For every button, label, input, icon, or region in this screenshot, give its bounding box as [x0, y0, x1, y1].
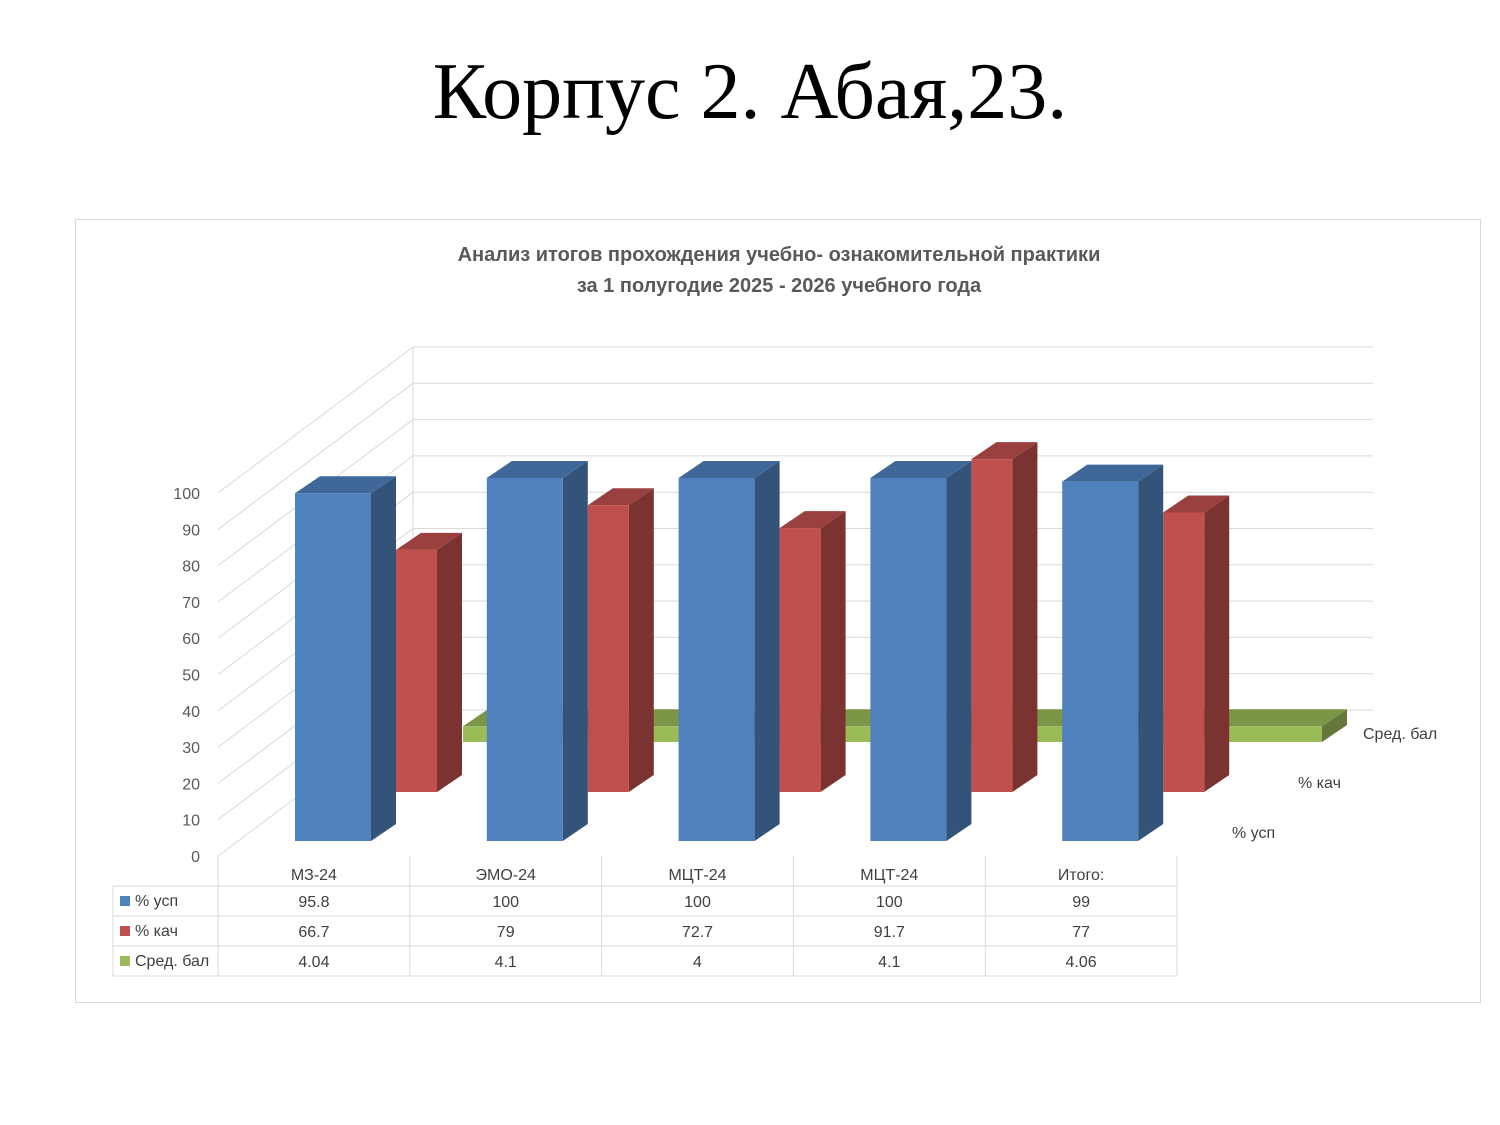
chart-title-line-1: Анализ итогов прохождения учебно- ознако…: [457, 244, 1101, 266]
bar: [1163, 512, 1205, 792]
y-tick-label: 80: [182, 559, 200, 576]
bar-side: [1138, 464, 1164, 841]
bar: [870, 478, 947, 841]
bar-top: [870, 461, 972, 478]
bar-side: [628, 488, 654, 792]
data-value: 79: [497, 924, 515, 941]
bar-top: [295, 476, 396, 494]
bar-side: [1322, 709, 1347, 742]
bar-top: [1163, 495, 1230, 513]
bar-top: [1062, 464, 1164, 482]
bar: [295, 493, 371, 841]
bar: [779, 528, 821, 792]
bar: [1062, 481, 1139, 841]
bar: [396, 549, 437, 792]
bar: [971, 459, 1013, 792]
data-value: 100: [876, 894, 903, 911]
legend-key: [120, 896, 130, 906]
depth-label-series-1: % усп: [1232, 825, 1275, 842]
data-value: 4: [693, 954, 702, 971]
bar-side: [946, 461, 972, 841]
data-value: 4.1: [878, 954, 900, 971]
slide-title: Корпус 2. Абая,23.: [432, 48, 1068, 136]
y-tick-label: 90: [182, 522, 200, 539]
y-tick-label: 100: [173, 486, 200, 503]
y-tick-label: 60: [182, 631, 200, 648]
data-value: 72.7: [682, 924, 713, 941]
y-tick-label: 70: [182, 595, 200, 612]
data-value: 91.7: [874, 924, 905, 941]
bar: [678, 478, 755, 841]
bar: [587, 505, 629, 792]
data-value: 100: [492, 894, 519, 911]
data-value: 77: [1072, 924, 1090, 941]
y-tick-label: 40: [182, 704, 200, 721]
y-tick-label: 20: [182, 776, 200, 793]
bar-top: [971, 442, 1038, 460]
legend-label: % кач: [135, 923, 178, 940]
legend-label: Сред. бал: [135, 953, 209, 970]
y-tick-label: 10: [182, 813, 200, 830]
category-label: МЦТ-24: [668, 867, 726, 884]
data-value: 99: [1072, 894, 1090, 911]
data-value: 66.7: [298, 924, 329, 941]
legend-key: [120, 926, 130, 936]
gridline-side: [217, 382, 414, 530]
bar-side: [820, 511, 846, 792]
data-value: 95.8: [298, 894, 329, 911]
chart-title-line-2: за 1 полугодие 2025 - 2026 учебного года: [576, 275, 982, 297]
bar-top: [678, 461, 780, 478]
category-label: МЗ-24: [291, 867, 337, 884]
y-tick-label: 30: [182, 740, 200, 757]
category-label: ЭМО-24: [475, 867, 536, 884]
bar-top: [587, 488, 654, 506]
bar-top: [396, 532, 462, 550]
bar-side: [437, 532, 462, 792]
data-value: 4.06: [1066, 954, 1097, 971]
bar-side: [1012, 442, 1038, 792]
bar-side: [1204, 495, 1230, 792]
legend-key: [120, 956, 130, 966]
data-value: 4.04: [298, 954, 329, 971]
depth-label-series-3: Сред. бал: [1363, 726, 1437, 743]
bar-side: [754, 461, 780, 841]
y-tick-label: 50: [182, 668, 200, 685]
category-label: Итого:: [1058, 867, 1104, 884]
bar: [486, 478, 563, 841]
category-label: МЦТ-24: [860, 867, 918, 884]
data-value: 100: [684, 894, 711, 911]
bar-side: [562, 461, 588, 841]
bar-top: [486, 461, 588, 478]
y-tick-label: 0: [191, 849, 200, 866]
bar-top: [779, 511, 846, 529]
bar-side: [371, 476, 396, 841]
legend-label: % усп: [135, 893, 178, 910]
gridline-side: [217, 346, 414, 494]
chart-title: Анализ итогов прохождения учебно- ознако…: [76, 240, 1482, 302]
depth-label-series-2: % кач: [1298, 775, 1341, 792]
data-value: 4.1: [495, 954, 517, 971]
